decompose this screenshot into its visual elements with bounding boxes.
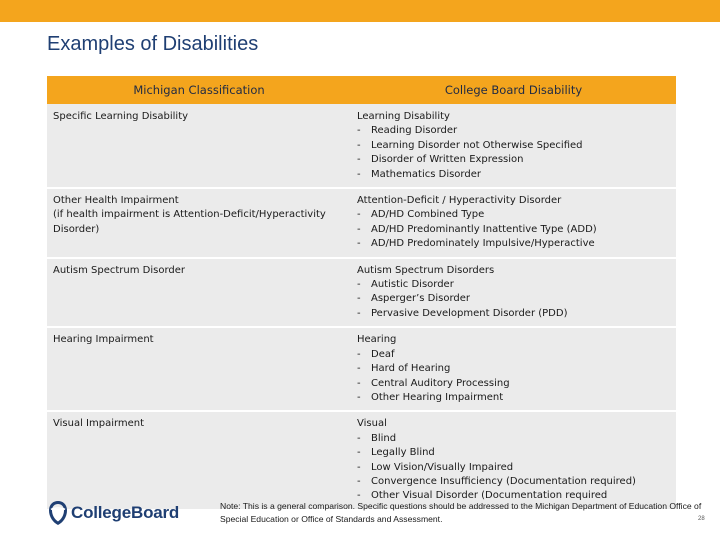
- disability-subtype-label: Other Hearing Impairment: [371, 391, 504, 403]
- dash-bullet-icon: -: [357, 377, 361, 389]
- disability-subtype: - Low Vision/Visually Impaired: [357, 461, 670, 475]
- disability-subtype-label: AD/HD Predominately Impulsive/Hyperactiv…: [371, 238, 595, 250]
- disability-subtype-label: Low Vision/Visually Impaired: [371, 461, 514, 473]
- disability-subtype: - AD/HD Combined Type: [357, 208, 670, 222]
- disability-subtype: - Convergence Insufficiency (Documentatio…: [357, 475, 670, 489]
- disability-subtype-label: Hard of Hearing: [371, 363, 451, 375]
- dash-bullet-icon: -: [357, 154, 361, 166]
- disability-subtype: - Hard of Hearing: [357, 362, 670, 376]
- disability-subtype-label: Other Visual Disorder (Documentation req…: [371, 490, 608, 502]
- michigan-classification-cell: Specific Learning Disability: [47, 104, 351, 189]
- dash-bullet-icon: -: [357, 125, 361, 137]
- disability-subtype-label: Legally Blind: [371, 447, 435, 459]
- disability-subtype-label: Disorder of Written Expression: [371, 154, 524, 166]
- disability-heading: Hearing: [357, 334, 397, 346]
- michigan-classification-cell: Other Health Impairment (if health impair…: [47, 187, 351, 258]
- acorn-icon: [49, 501, 67, 525]
- table-row: Autism Spectrum Disorder Autism Spectrum …: [47, 256, 676, 328]
- disabilities-table: Michigan Classification College Board Di…: [47, 76, 676, 509]
- dash-bullet-icon: -: [357, 490, 361, 502]
- disability-subtype-label: Blind: [371, 432, 397, 444]
- michigan-classification-cell: Hearing Impairment: [47, 326, 351, 412]
- college-board-disability-cell: Visual - Blind - Legally Blind - Low Vision/Vi…: [351, 410, 676, 509]
- dash-bullet-icon: -: [357, 293, 361, 305]
- disability-subtype: - Central Auditory Processing: [357, 377, 670, 391]
- disability-subtype: - Other Visual Disorder (Documentation re…: [357, 489, 670, 503]
- slide-title: Examples of Disabilities: [47, 33, 259, 55]
- dash-bullet-icon: -: [357, 391, 361, 403]
- dash-bullet-icon: -: [357, 447, 361, 459]
- michigan-classification-text: Autism Spectrum Disorder: [53, 264, 185, 276]
- logo-wordmark: CollegeBoard: [71, 503, 180, 522]
- dash-bullet-icon: -: [357, 348, 361, 360]
- dash-bullet-icon: -: [357, 475, 361, 487]
- footnote: Note: This is a general comparison. Spec…: [220, 501, 702, 524]
- page-number: 28: [698, 516, 705, 522]
- dash-bullet-icon: -: [357, 307, 361, 319]
- disability-subtype: - Mathematics Disorder: [357, 168, 670, 182]
- college-board-disability-cell: Hearing - Deaf - Hard of Hearing - Central Aud…: [351, 326, 676, 412]
- disability-subtype: - Disorder of Written Expression: [357, 153, 670, 167]
- dash-bullet-icon: -: [357, 223, 361, 235]
- disability-subtype: - Learning Disorder not Otherwise Specifi…: [357, 139, 670, 153]
- disability-subtype-label: Deaf: [371, 348, 395, 360]
- michigan-classification-cell: Visual Impairment: [47, 410, 351, 509]
- disability-subtype: - Autistic Disorder: [357, 278, 670, 292]
- college-board-disability-cell: Learning Disability - Reading Disorder - Lea…: [351, 104, 676, 189]
- disability-subtype: - AD/HD Predominantly Inattentive Type (A…: [357, 223, 670, 237]
- michigan-classification-text: Other Health Impairment: [53, 195, 179, 207]
- disability-subtype: - Pervasive Development Disorder (PDD): [357, 307, 670, 321]
- table-header-row: Michigan Classification College Board Di…: [47, 76, 676, 104]
- dash-bullet-icon: -: [357, 238, 361, 250]
- disability-subtype: - Blind: [357, 432, 670, 446]
- michigan-classification-text: Visual Impairment: [53, 418, 145, 430]
- disability-subtype: - Other Hearing Impairment: [357, 391, 670, 405]
- disability-subtype-label: Mathematics Disorder: [371, 168, 481, 180]
- disability-subtype-label: Central Auditory Processing: [371, 377, 510, 389]
- disability-subtype: - Legally Blind: [357, 446, 670, 460]
- disability-subtype: - Reading Disorder: [357, 124, 670, 138]
- header-michigan-classification: Michigan Classification: [47, 76, 351, 104]
- table-row: Specific Learning Disability Learning Dis…: [47, 104, 676, 189]
- table-row: Visual Impairment Visual - Blind - Legally Bl…: [47, 410, 676, 509]
- michigan-classification-text: (if health impairment is Attention-Defic…: [53, 209, 326, 221]
- disability-heading: Learning Disability: [357, 111, 450, 122]
- top-accent-bar: [0, 0, 720, 22]
- michigan-classification-text: Hearing Impairment: [53, 334, 154, 346]
- table-row: Hearing Impairment Hearing - Deaf - Hard of H…: [47, 326, 676, 412]
- table-row: Other Health Impairment (if health impair…: [47, 187, 676, 258]
- disability-subtype-label: Learning Disorder not Otherwise Specifie…: [371, 139, 583, 151]
- disability-subtype: - Asperger’s Disorder: [357, 292, 670, 306]
- disability-subtype: - AD/HD Predominately Impulsive/Hyperacti…: [357, 237, 670, 251]
- dash-bullet-icon: -: [357, 432, 361, 444]
- college-board-disability-cell: Attention-Deficit / Hyperactivity Disord…: [351, 187, 676, 258]
- header-college-board-disability: College Board Disability: [351, 76, 676, 104]
- disability-subtype-label: Convergence Insufficiency (Documentation…: [371, 475, 636, 487]
- disability-subtype-label: Pervasive Development Disorder (PDD): [371, 307, 568, 319]
- michigan-classification-cell: Autism Spectrum Disorder: [47, 256, 351, 328]
- dash-bullet-icon: -: [357, 168, 361, 180]
- disability-heading: Attention-Deficit / Hyperactivity Disord…: [357, 195, 562, 207]
- disability-subtype-label: AD/HD Combined Type: [371, 209, 485, 221]
- disability-heading: Autism Spectrum Disorders: [357, 264, 495, 276]
- dash-bullet-icon: -: [357, 461, 361, 473]
- college-board-logo: CollegeBoard: [48, 498, 179, 528]
- dash-bullet-icon: -: [357, 209, 361, 221]
- disability-subtype-label: Reading Disorder: [371, 125, 458, 137]
- disability-subtype-label: Asperger’s Disorder: [371, 293, 471, 305]
- disability-heading: Visual: [357, 418, 387, 430]
- disability-subtype-label: Autistic Disorder: [371, 279, 454, 291]
- michigan-classification-text: Specific Learning Disability: [53, 111, 189, 122]
- disability-subtype-label: AD/HD Predominantly Inattentive Type (AD…: [371, 223, 597, 235]
- dash-bullet-icon: -: [357, 279, 361, 291]
- college-board-disability-cell: Autism Spectrum Disorders - Autistic Disor…: [351, 256, 676, 328]
- disability-subtype: - Deaf: [357, 348, 670, 362]
- michigan-classification-text: Disorder): [53, 223, 100, 235]
- dash-bullet-icon: -: [357, 139, 361, 151]
- dash-bullet-icon: -: [357, 363, 361, 375]
